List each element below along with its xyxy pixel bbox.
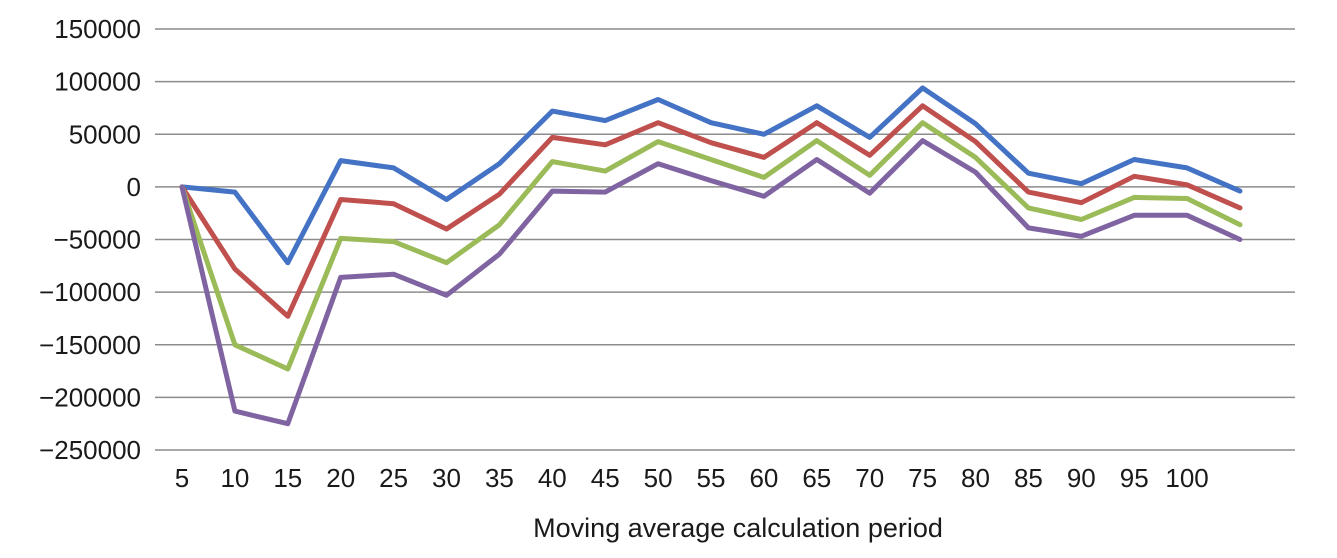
y-tick-label: 150000 bbox=[54, 14, 141, 44]
y-tick-label: 100000 bbox=[54, 67, 141, 97]
x-axis-title: Moving average calculation period bbox=[533, 513, 943, 543]
x-tick-label: 40 bbox=[538, 463, 567, 493]
x-tick-label: 15 bbox=[273, 463, 302, 493]
x-tick-label: 95 bbox=[1120, 463, 1149, 493]
series-line-3 bbox=[179, 120, 1243, 372]
x-tick-label: 100 bbox=[1165, 463, 1208, 493]
x-tick-label: 75 bbox=[908, 463, 937, 493]
x-tick-label: 80 bbox=[961, 463, 990, 493]
x-tick-label: 50 bbox=[644, 463, 673, 493]
y-axis-tick-labels: 150000 100000 50000 0 −50000 −100000 −150000 −2… bbox=[39, 14, 141, 465]
y-tick-label: −150000 bbox=[39, 330, 141, 360]
x-tick-label: 35 bbox=[485, 463, 514, 493]
x-tick-label: 70 bbox=[855, 463, 884, 493]
x-tick-label: 25 bbox=[379, 463, 408, 493]
x-tick-label: 5 bbox=[175, 463, 189, 493]
x-tick-label: 65 bbox=[802, 463, 831, 493]
y-tick-label: −250000 bbox=[39, 435, 141, 465]
x-tick-label: 85 bbox=[1014, 463, 1043, 493]
x-tick-label: 60 bbox=[749, 463, 778, 493]
gridlines bbox=[155, 28, 1295, 451]
series-line-4 bbox=[179, 138, 1243, 427]
y-tick-label: −100000 bbox=[39, 277, 141, 307]
x-tick-label: 45 bbox=[591, 463, 620, 493]
y-tick-label: 0 bbox=[127, 172, 141, 202]
x-axis-tick-labels: 5 10 15 20 25 30 35 40 45 50 55 60 65 70 75 80 85 90 95 100 bbox=[175, 463, 1209, 493]
y-tick-label: −50000 bbox=[54, 225, 141, 255]
series-line-2 bbox=[179, 103, 1243, 319]
series-lines bbox=[179, 85, 1243, 427]
x-tick-label: 90 bbox=[1067, 463, 1096, 493]
y-tick-label: 50000 bbox=[69, 119, 141, 149]
x-tick-label: 20 bbox=[326, 463, 355, 493]
x-tick-label: 55 bbox=[697, 463, 726, 493]
x-tick-label: 30 bbox=[432, 463, 461, 493]
series-line-1 bbox=[179, 85, 1243, 266]
x-tick-label: 10 bbox=[220, 463, 249, 493]
y-tick-label: −200000 bbox=[39, 382, 141, 412]
